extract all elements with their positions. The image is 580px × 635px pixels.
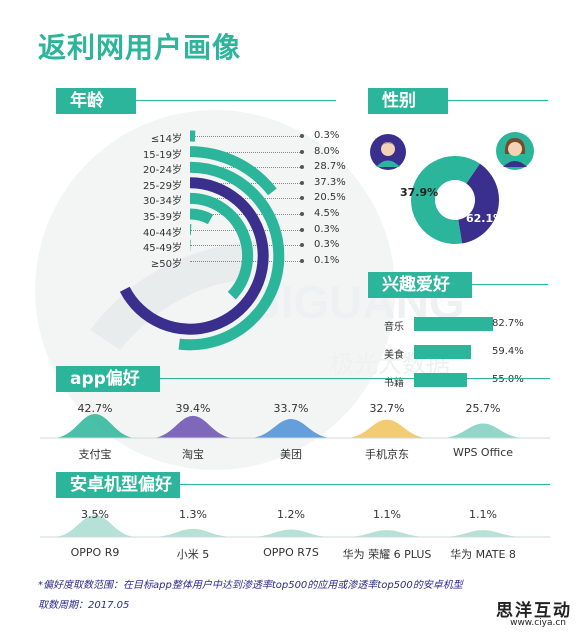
age-label-5: 35-39岁: [142, 212, 182, 223]
page-title: 返利网用户画像: [38, 31, 242, 64]
interest-label-0: 音乐: [384, 322, 404, 333]
age-dot-8: [300, 258, 304, 263]
age-value-2: 28.7%: [314, 161, 346, 173]
interest-label-2: 书籍: [384, 378, 404, 389]
age-leader-1: [190, 151, 300, 153]
age-leader-4: [190, 198, 300, 200]
app-name-0: 支付宝: [78, 448, 112, 461]
age-label-4: 30-34岁: [142, 196, 182, 208]
age-label-7: 45-49岁: [142, 243, 182, 255]
age-value-1: 8.0%: [314, 145, 340, 157]
gender-donut-chart: [411, 156, 499, 244]
age-dot-1: [300, 149, 304, 154]
phone-name-0: OPPO R9: [70, 546, 120, 559]
section-header-age: 年龄: [56, 88, 136, 114]
section-header-interest: 兴趣爱好: [368, 272, 472, 298]
phone-curve-2: [249, 529, 333, 537]
age-dot-3: [300, 180, 304, 185]
age-dot-2: [300, 165, 304, 170]
age-label-8: ≥50岁: [150, 258, 182, 270]
section-header-gender: 性别: [368, 88, 448, 114]
interest-value-2: 55.0%: [492, 374, 524, 385]
age-arc-5: [189, 208, 214, 225]
age-dot-6: [300, 227, 304, 232]
age-label-0: ≤14岁: [150, 134, 182, 145]
section-header-app: app偏好: [56, 366, 160, 392]
section-header-phone: 安卓机型偏好: [56, 472, 180, 498]
phone-value-1: 1.3%: [179, 508, 207, 521]
age-dot-5: [300, 212, 304, 216]
age-dot-7: [300, 243, 304, 248]
section-line-age: [136, 100, 336, 101]
age-arc-4: [189, 192, 254, 300]
age-value-6: 0.3%: [314, 223, 340, 235]
phone-name-4: 华为 MATE 8: [450, 548, 516, 561]
phone-value-2: 1.2%: [277, 508, 305, 521]
age-value-7: 0.3%: [314, 239, 340, 251]
phone-value-4: 1.1%: [469, 508, 497, 521]
age-value-0: 0.3%: [314, 130, 340, 141]
footnote-period: 取数周期：2017.05: [38, 600, 130, 611]
interest-bar-2: [414, 373, 467, 387]
section-line-gender: [448, 100, 548, 101]
phone-curve-3: [345, 530, 429, 537]
phone-curve-chart: [40, 515, 550, 538]
interest-bar-0: [414, 317, 494, 331]
phone-value-3: 1.1%: [373, 508, 401, 521]
app-value-2: 33.7%: [273, 402, 309, 415]
interest-label-1: 美食: [384, 350, 404, 361]
app-name-1: 淘宝: [182, 448, 204, 461]
gender-slice-0: [458, 163, 499, 244]
section-line-app: [160, 378, 550, 379]
age-value-8: 0.1%: [314, 254, 340, 266]
app-value-4: 25.7%: [465, 402, 501, 415]
phone-name-2: OPPO R7S: [263, 546, 319, 559]
phone-name-3: 华为 荣耀 6 PLUS: [342, 548, 432, 561]
age-label-1: 15-19岁: [142, 149, 182, 161]
app-value-0: 42.7%: [77, 402, 113, 415]
app-name-4: WPS Office: [452, 446, 514, 459]
gender-label-female: 62.1%: [466, 212, 505, 225]
phone-curve-1: [151, 528, 235, 537]
age-value-3: 37.3%: [314, 176, 346, 188]
app-curve-2: [249, 419, 333, 438]
phone-value-0: 3.5%: [81, 508, 109, 521]
phone-curve-4: [441, 530, 525, 537]
app-curve-chart: [40, 414, 550, 439]
age-value-5: 4.5%: [314, 208, 340, 219]
gender-label-male: 37.9%: [400, 186, 439, 199]
app-curve-1: [151, 415, 235, 438]
male-avatar-icon: [370, 134, 406, 170]
age-arc-2: [178, 161, 285, 351]
age-arc-1: [189, 146, 277, 196]
interest-value-1: 59.4%: [492, 346, 524, 357]
age-dot-0: [300, 134, 304, 138]
interest-bar-1: [414, 345, 472, 359]
age-label-6: 40-44岁: [142, 227, 182, 239]
age-value-4: 20.5%: [314, 192, 346, 204]
female-avatar-icon: [496, 132, 534, 170]
section-line-phone: [180, 484, 550, 485]
app-value-1: 39.4%: [175, 402, 211, 415]
age-leader-0: [190, 136, 300, 137]
footnote-range: *偏好度取数范围：在目标app整体用户中达到渗透率top500的应用或渗透率to…: [38, 580, 463, 591]
phone-name-1: 小米 5: [176, 548, 210, 561]
brand-url: www.ciya.cn: [510, 618, 566, 628]
age-label-2: 20-24岁: [142, 165, 182, 177]
app-curve-0: [53, 414, 137, 438]
app-curve-4: [441, 423, 525, 438]
age-dot-4: [300, 196, 304, 201]
brand-logo-text: 思洋互动: [496, 601, 572, 621]
age-label-3: 25-29岁: [142, 180, 182, 192]
app-value-3: 32.7%: [369, 402, 405, 415]
section-line-interest: [472, 284, 548, 285]
app-curve-3: [345, 419, 429, 438]
age-arc-3: [119, 177, 269, 335]
app-name-3: 手机京东: [365, 448, 409, 461]
interest-value-0: 82.7%: [492, 318, 524, 329]
app-name-2: 美团: [280, 448, 302, 461]
phone-curve-0: [53, 515, 137, 537]
gender-slice-1: [411, 156, 480, 244]
